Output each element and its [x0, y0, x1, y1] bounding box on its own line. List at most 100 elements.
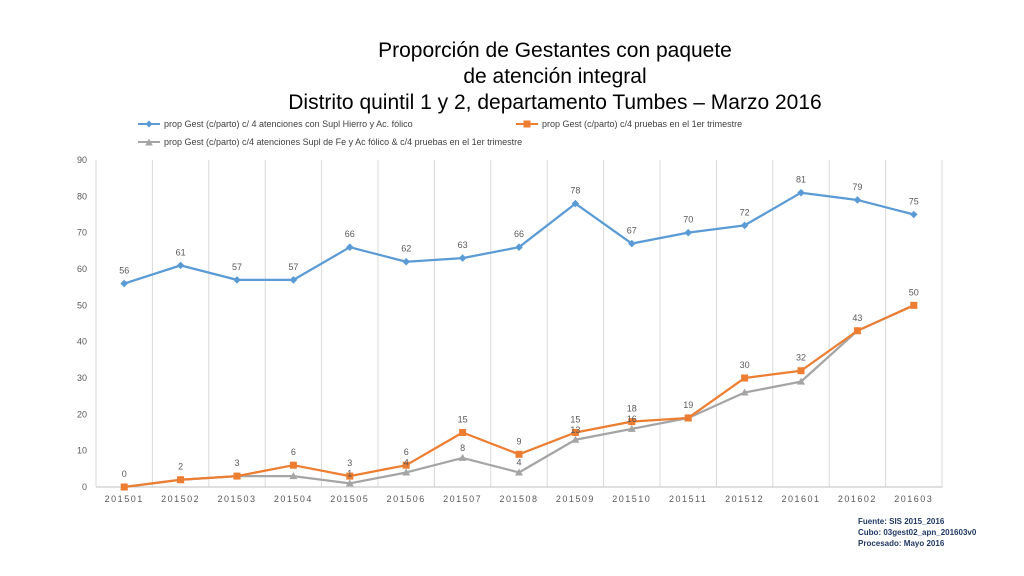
- legend-marker-diamond: [138, 120, 160, 128]
- x-tick-label: 201503: [217, 494, 256, 504]
- data-label: 57: [232, 262, 242, 272]
- data-point-diamond: [684, 228, 692, 237]
- y-tick-label: 50: [77, 300, 87, 310]
- data-label: 30: [740, 360, 750, 370]
- data-label: 62: [401, 244, 411, 254]
- data-label: 15: [570, 415, 580, 425]
- data-label: 63: [458, 240, 468, 250]
- data-point-diamond: [402, 257, 410, 266]
- data-point-diamond: [910, 210, 918, 219]
- data-point-diamond: [571, 199, 580, 208]
- data-label: 9: [516, 436, 521, 446]
- data-point-square: [741, 374, 749, 382]
- data-point-square: [684, 414, 692, 422]
- data-point-square: [571, 429, 579, 436]
- data-label: 66: [514, 229, 524, 239]
- x-tick-label: 201512: [725, 494, 764, 504]
- y-tick-label: 80: [77, 191, 87, 201]
- data-label: 3: [234, 458, 239, 468]
- data-label: 56: [119, 266, 129, 276]
- data-point-triangle: [740, 388, 749, 396]
- source-line-3: Procesado: Mayo 2016: [858, 539, 945, 548]
- data-point-diamond: [797, 188, 805, 197]
- data-point-triangle: [289, 472, 298, 480]
- x-tick-label: 201603: [894, 494, 933, 504]
- legend-label-series-3: prop Gest (c/parto) c/4 atenciones Supl …: [164, 137, 523, 147]
- data-label: 0: [122, 469, 127, 479]
- data-point-diamond: [346, 243, 354, 251]
- data-label: 16: [627, 414, 637, 424]
- chart-title-line-2: de atención integral: [463, 65, 647, 88]
- data-point-diamond: [120, 279, 128, 288]
- x-tick-label: 201601: [781, 494, 820, 504]
- data-label: 8: [460, 443, 465, 453]
- x-tick-label: 201504: [274, 494, 313, 504]
- data-label: 72: [740, 207, 750, 217]
- x-tick-label: 201506: [387, 494, 426, 504]
- data-point-diamond: [289, 276, 298, 284]
- data-label: 6: [404, 447, 409, 457]
- data-point-square: [233, 472, 241, 480]
- x-tick-label: 201510: [612, 494, 651, 504]
- data-label: 66: [345, 229, 355, 239]
- data-point-triangle: [797, 377, 805, 385]
- data-label: 15: [458, 415, 468, 425]
- data-point-diamond: [458, 254, 467, 262]
- data-label: 70: [683, 215, 693, 225]
- data-point-triangle: [627, 424, 636, 432]
- data-point-triangle: [458, 453, 467, 461]
- data-label: 57: [288, 262, 298, 272]
- data-point-triangle: [402, 468, 411, 476]
- data-label: 81: [796, 175, 806, 185]
- data-label: 18: [627, 404, 637, 414]
- data-point-diamond: [515, 243, 523, 251]
- data-point-triangle: [571, 435, 580, 443]
- y-tick-label: 0: [82, 482, 87, 492]
- data-point-triangle: [515, 468, 523, 476]
- data-point-square: [628, 418, 636, 426]
- data-label: 67: [627, 226, 637, 236]
- chart-title-line-3: Distrito quintil 1 y 2, departamento Tum…: [288, 91, 822, 114]
- x-tick-label: 201502: [161, 494, 200, 504]
- source-note: Fuente: SIS 2015_2016 Cubo: 03gest02_apn…: [858, 516, 976, 549]
- x-tick-label: 201508: [499, 494, 538, 504]
- data-point-square: [177, 476, 185, 484]
- legend-label-series-2: prop Gest (c/parto) c/4 pruebas en el 1e…: [542, 119, 743, 129]
- data-label: 61: [176, 247, 186, 257]
- chart-title-line-1: Proporción de Gestantes con paquete: [378, 39, 732, 62]
- x-tick-label: 201511: [669, 494, 707, 504]
- y-tick-label: 40: [77, 337, 87, 347]
- legend-item-series-1: prop Gest (c/parto) c/ 4 atenciones con …: [138, 119, 413, 129]
- data-label: 3: [347, 458, 352, 468]
- legend-item-series-2: prop Gest (c/parto) c/4 pruebas en el 1e…: [516, 119, 742, 129]
- data-point-square: [459, 429, 467, 436]
- y-tick-label: 90: [77, 155, 87, 165]
- data-label: 1: [347, 468, 352, 478]
- data-point-square: [515, 450, 523, 458]
- data-label: 19: [683, 400, 693, 410]
- data-label: 2: [178, 462, 183, 472]
- data-point-diamond: [233, 276, 241, 284]
- data-point-square: [120, 483, 128, 491]
- data-label: 6: [291, 447, 296, 457]
- y-tick-label: 70: [77, 228, 87, 238]
- x-tick-label: 201507: [443, 494, 482, 504]
- y-tick-label: 30: [77, 373, 87, 383]
- legend-label-series-1: prop Gest (c/parto) c/ 4 atenciones con …: [164, 119, 413, 129]
- data-label: 13: [570, 425, 580, 435]
- data-point-square: [853, 327, 861, 335]
- chart-title: Proporción de Gestantes con paquete de a…: [0, 38, 1024, 116]
- data-label: 4: [404, 457, 409, 467]
- data-label: 50: [909, 287, 919, 297]
- data-point-triangle: [345, 479, 354, 487]
- x-tick-label: 201602: [838, 494, 877, 504]
- data-point-square: [289, 461, 297, 469]
- data-label: 43: [852, 313, 862, 323]
- x-tick-label: 201505: [330, 494, 369, 504]
- data-point-diamond: [740, 221, 749, 230]
- data-label: 75: [909, 197, 919, 207]
- data-point-diamond: [853, 196, 862, 204]
- legend-item-series-3: prop Gest (c/parto) c/4 atenciones Supl …: [138, 137, 522, 147]
- data-point-diamond: [628, 239, 636, 248]
- source-line-1: Fuente: SIS 2015_2016: [858, 517, 945, 526]
